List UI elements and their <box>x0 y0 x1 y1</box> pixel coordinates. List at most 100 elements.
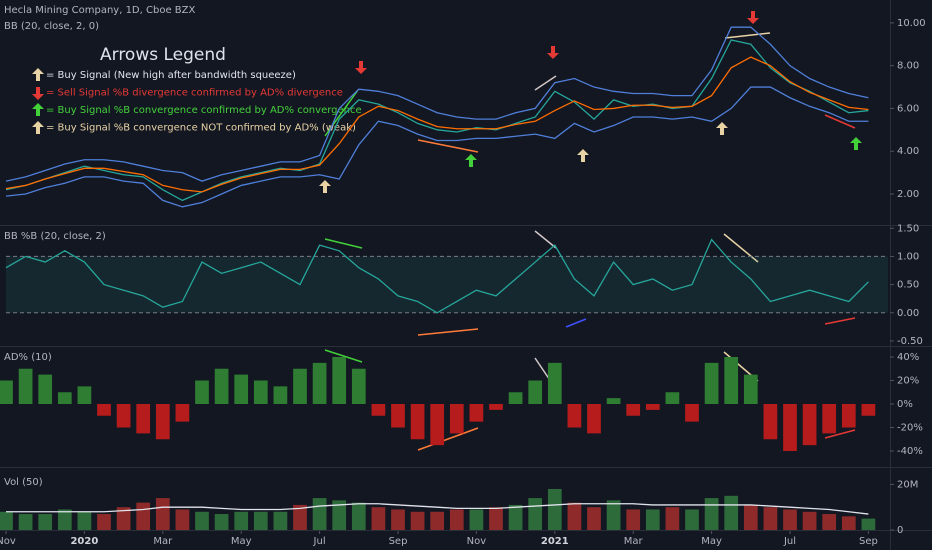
series-line <box>5 56 869 193</box>
bar <box>136 404 151 434</box>
bar <box>175 509 190 530</box>
indicator-label: AD% (10) <box>4 352 52 363</box>
bar <box>665 507 680 530</box>
y-tick-label: 2.00 <box>897 189 919 200</box>
trend-line <box>417 328 479 336</box>
band-fill <box>6 256 888 313</box>
bar <box>841 404 856 428</box>
bar <box>763 404 778 440</box>
trend-line <box>723 233 759 263</box>
bar <box>391 404 405 428</box>
x-tick-label: Nov <box>467 536 487 547</box>
y-tick-label: 0 <box>897 525 903 536</box>
bar <box>861 518 876 530</box>
bar <box>508 392 523 405</box>
bar <box>802 404 817 446</box>
y-tick-label: 20M <box>897 479 918 490</box>
y-tick-label: 20% <box>897 375 919 386</box>
legend-entry: = Buy Signal %B convergence confirmed by… <box>46 105 362 116</box>
trend-line <box>724 32 771 39</box>
bar <box>410 511 425 530</box>
bar <box>704 498 719 530</box>
legend-entry: = Buy Signal (New high after bandwidth s… <box>46 70 296 81</box>
y-tick-label: 40% <box>897 352 919 363</box>
legend-arrow <box>32 87 44 100</box>
bar <box>38 374 53 405</box>
y-tick-label: -0.50 <box>897 336 923 347</box>
buy-arrow <box>319 180 331 193</box>
bar <box>469 404 484 422</box>
series-line <box>5 39 869 202</box>
bar <box>685 509 699 530</box>
bar <box>449 404 464 434</box>
bar <box>430 511 445 530</box>
bar <box>783 509 797 530</box>
bar <box>645 404 660 410</box>
bar <box>371 404 386 416</box>
trend-line <box>534 230 557 249</box>
y-tick-label: 1.50 <box>897 223 919 234</box>
bar <box>371 507 386 530</box>
bar <box>587 507 601 530</box>
bar <box>175 404 190 422</box>
bar <box>626 509 641 530</box>
indicator-label: BB (20, close, 2, 0) <box>4 21 99 32</box>
bar <box>116 507 131 530</box>
bar <box>155 404 170 440</box>
y-tick-label: 10.00 <box>897 18 926 29</box>
bar <box>214 368 229 405</box>
bar <box>273 511 288 530</box>
bar <box>332 356 347 405</box>
bar <box>57 509 72 530</box>
bar <box>508 504 523 530</box>
bar <box>449 509 464 530</box>
bar <box>743 374 758 405</box>
bar <box>724 356 739 405</box>
bar <box>116 404 131 428</box>
y-tick-label: 0.00 <box>897 308 919 319</box>
y-tick-label: -40% <box>897 446 923 457</box>
bar <box>57 392 72 405</box>
x-tick-label: Sep <box>389 536 408 547</box>
trend-line <box>824 429 856 439</box>
bar <box>841 516 856 530</box>
bar <box>606 500 621 530</box>
bar <box>253 511 268 530</box>
bar <box>293 368 307 405</box>
x-tick-label: Jul <box>313 536 326 547</box>
bar <box>0 511 13 530</box>
bar <box>293 504 307 530</box>
legend-arrow <box>32 121 44 134</box>
x-tick-label: May <box>231 536 252 547</box>
bar <box>77 386 92 405</box>
series-line <box>5 86 869 208</box>
bar <box>469 509 484 530</box>
bar <box>547 362 562 405</box>
trend-line <box>324 349 363 363</box>
y-tick-label: 8.00 <box>897 61 919 72</box>
buy-arrow <box>716 122 728 135</box>
chart-title: Hecla Mining Company, 1D, Cboe BZX <box>4 5 195 16</box>
series-line <box>6 503 869 515</box>
bar <box>430 404 445 446</box>
x-tick-label: Jul <box>783 536 796 547</box>
y-tick-label: -20% <box>897 423 923 434</box>
bar <box>665 392 680 405</box>
bar <box>587 404 601 434</box>
bar <box>234 511 249 530</box>
trend-line <box>824 317 856 325</box>
x-tick-label: Mar <box>153 536 173 547</box>
legend-entry: = Sell Signal %B divergence confirmed by… <box>46 88 343 99</box>
bar <box>351 368 366 405</box>
bar <box>312 362 327 405</box>
buy-arrow <box>577 149 589 162</box>
bar <box>645 509 660 530</box>
x-tick-label: Nov <box>0 536 16 547</box>
bar <box>802 511 817 530</box>
bar <box>410 404 425 440</box>
legend-arrow <box>32 68 44 81</box>
y-tick-label: 0% <box>897 399 913 410</box>
bar <box>97 404 111 416</box>
legend-arrow <box>32 103 44 116</box>
